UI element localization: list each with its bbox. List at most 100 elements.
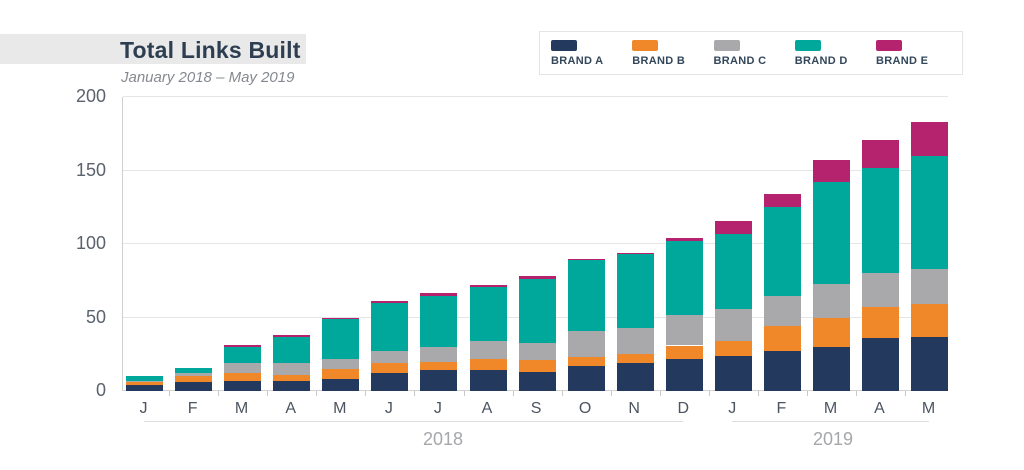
bar-10-segment-brand-d — [616, 254, 654, 328]
legend-swatch-brand-a — [551, 39, 577, 51]
bar-12-segment-brand-e — [714, 220, 752, 234]
bar-6 — [420, 292, 458, 391]
x-axis-tick-0 — [169, 391, 170, 396]
gridline-150 — [123, 169, 948, 171]
x-axis-tick-5 — [414, 391, 416, 396]
x-axis-tick-12 — [757, 391, 759, 396]
bar-16-segment-brand-a — [911, 336, 949, 391]
bar-11-segment-brand-a — [665, 358, 703, 391]
bar-15 — [862, 139, 899, 391]
bar-3 — [273, 335, 311, 391]
legend-label-brand-d: BRAND D — [794, 54, 848, 67]
title-highlight-band — [0, 34, 306, 64]
bar-14-segment-brand-a — [813, 346, 850, 391]
bar-14 — [813, 160, 850, 391]
legend-item-brand-b: BRAND B — [632, 39, 690, 67]
bar-9-segment-brand-c — [567, 330, 605, 358]
x-axis-label-3: A — [285, 400, 297, 417]
x-axis-label-14: M — [823, 400, 838, 417]
bar-4-segment-brand-d — [322, 319, 360, 359]
legend-item-brand-c: BRAND C — [713, 39, 772, 67]
bar-10 — [616, 252, 654, 391]
bar-15-segment-brand-e — [862, 139, 899, 168]
y-axis-label-0: 0 — [95, 380, 106, 400]
legend-item-brand-e: BRAND E — [876, 39, 934, 67]
bar-7 — [469, 285, 507, 391]
bar-3-segment-brand-c — [273, 363, 311, 375]
bar-13-segment-brand-e — [763, 194, 801, 208]
bar-8-segment-brand-b — [518, 360, 556, 372]
bar-13-segment-brand-d — [763, 207, 801, 296]
bar-6-segment-brand-c — [420, 346, 458, 362]
bar-8-segment-brand-c — [518, 342, 556, 361]
x-axis-tick-2 — [267, 391, 269, 396]
legend-item-brand-d: BRAND D — [794, 39, 853, 67]
x-axis-tick-13 — [806, 391, 808, 396]
bar-14-segment-brand-c — [813, 283, 850, 318]
bar-15-segment-brand-b — [862, 307, 899, 339]
bar-14-segment-brand-b — [813, 317, 850, 347]
bar-13-segment-brand-a — [763, 351, 801, 391]
bar-8-segment-brand-d — [518, 279, 556, 343]
bar-1-segment-brand-c — [175, 373, 213, 377]
bar-11 — [665, 238, 703, 391]
bar-8-segment-brand-a — [518, 371, 556, 391]
bar-0-segment-brand-b — [126, 382, 163, 386]
legend-swatch-brand-c — [713, 39, 740, 51]
bar-1 — [175, 367, 213, 391]
x-axis-tick-11 — [708, 391, 710, 396]
bar-6-segment-brand-e — [420, 292, 458, 296]
bar-13-segment-brand-c — [763, 295, 801, 327]
bar-2-segment-brand-e — [224, 345, 262, 347]
bar-14-segment-brand-e — [813, 160, 850, 183]
bar-11-segment-brand-e — [665, 238, 703, 242]
bar-15-segment-brand-c — [862, 273, 899, 308]
x-axis-tick-9 — [610, 391, 612, 396]
y-axis-label-200: 200 — [75, 86, 106, 106]
x-axis-label-1: F — [187, 400, 198, 417]
bar-4-segment-brand-c — [322, 358, 360, 369]
bar-12-segment-brand-a — [714, 355, 752, 391]
bar-16-segment-brand-d — [911, 155, 949, 269]
x-axis-tick-8 — [561, 391, 563, 396]
x-axis-tick-4 — [365, 391, 367, 396]
bar-4 — [322, 317, 360, 391]
year-group-label-2019: 2019 — [812, 429, 854, 449]
x-axis-label-7: A — [481, 400, 493, 417]
x-axis-label-9: O — [578, 400, 592, 417]
bar-9-segment-brand-b — [567, 357, 605, 366]
bar-1-segment-brand-a — [175, 382, 213, 391]
bar-12-segment-brand-d — [714, 233, 752, 309]
bar-8 — [518, 276, 556, 391]
legend-swatch-brand-b — [632, 39, 659, 51]
x-axis-label-2: M — [234, 400, 249, 417]
bar-5-segment-brand-a — [371, 373, 409, 391]
bar-7-segment-brand-a — [469, 370, 507, 391]
bar-9-segment-brand-d — [567, 260, 605, 331]
x-axis-label-6: J — [433, 400, 442, 417]
x-axis-label-5: J — [384, 400, 393, 417]
x-axis-tick-3 — [316, 391, 318, 396]
legend-swatch-brand-e — [876, 39, 902, 51]
bar-11-segment-brand-b — [665, 345, 703, 359]
x-axis-label-0: J — [139, 400, 148, 417]
gridline-200 — [123, 96, 948, 97]
x-axis-tick-1 — [218, 391, 220, 396]
bar-6-segment-brand-a — [420, 370, 458, 391]
bar-1-segment-brand-b — [175, 376, 213, 383]
y-axis-label-50: 50 — [85, 306, 106, 327]
bar-9 — [567, 258, 605, 391]
bar-5-segment-brand-c — [371, 351, 409, 364]
x-axis-label-4: M — [333, 400, 347, 417]
y-axis-label-100: 100 — [75, 233, 106, 253]
x-axis-label-11: D — [677, 400, 690, 417]
bar-9-segment-brand-e — [567, 258, 605, 261]
x-axis-tick-6 — [463, 391, 465, 396]
bar-0 — [126, 376, 163, 391]
bar-5-segment-brand-e — [371, 301, 409, 303]
x-axis-tick-7 — [512, 391, 514, 396]
bar-4-segment-brand-e — [322, 317, 360, 319]
bar-10-segment-brand-a — [616, 363, 654, 391]
x-axis-label-10: N — [628, 400, 640, 417]
x-axis-label-15: A — [874, 400, 885, 417]
